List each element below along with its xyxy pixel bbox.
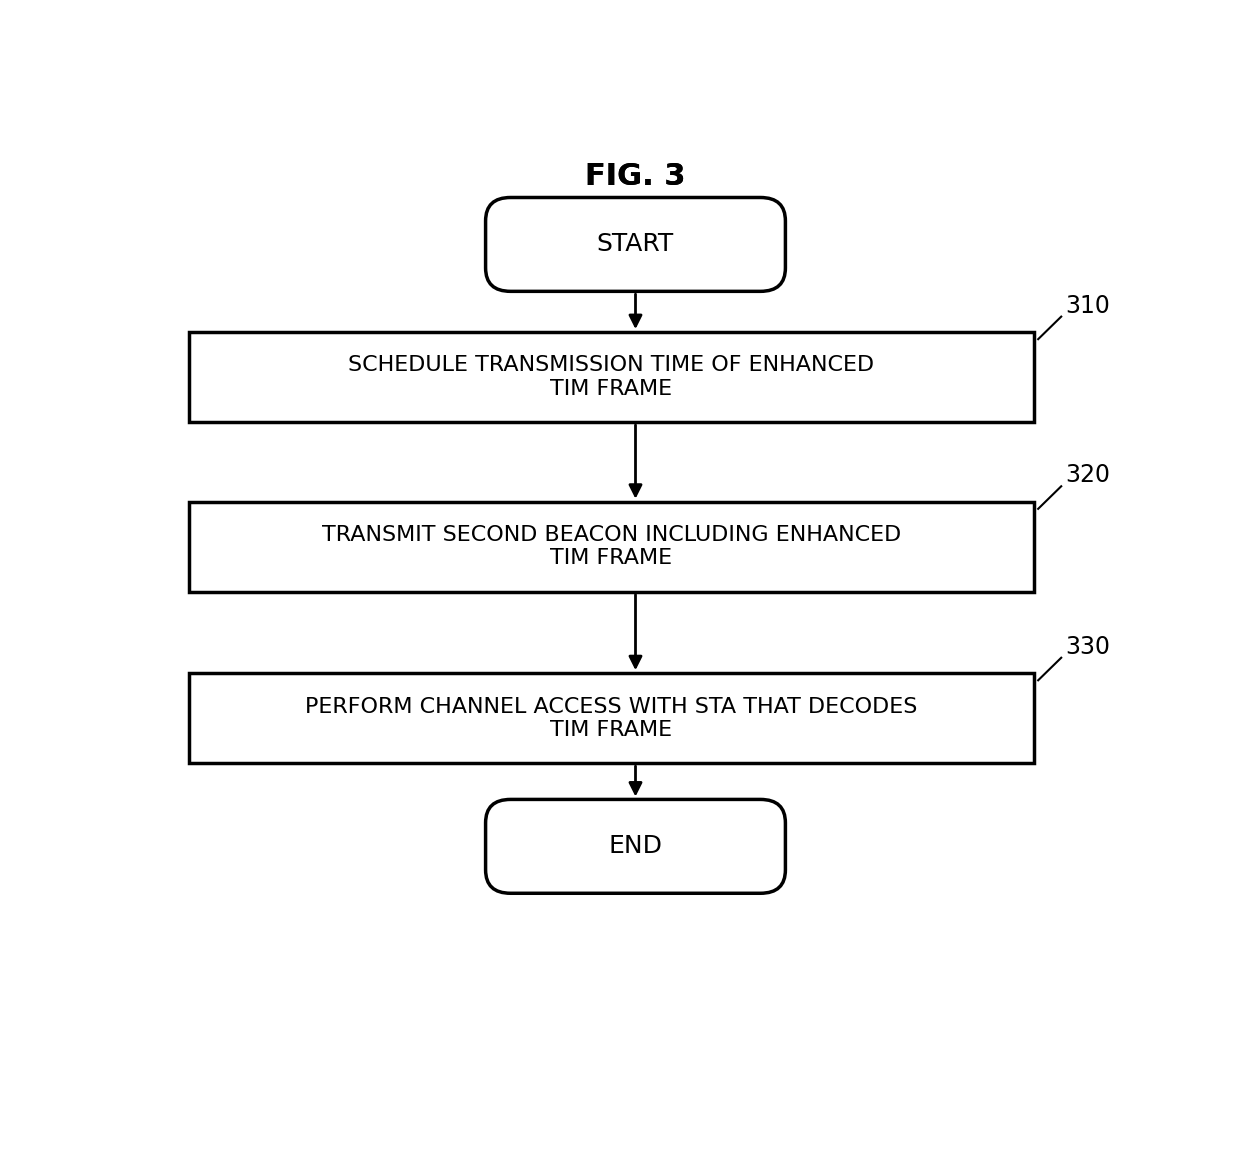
Bar [188, 673, 1034, 763]
Text: FIG. 3: FIG. 3 [585, 162, 686, 191]
Text: SCHEDULE TRANSMISSION TIME OF ENHANCED
TIM FRAME: SCHEDULE TRANSMISSION TIME OF ENHANCED T… [348, 355, 874, 398]
Text: 320: 320 [1065, 463, 1110, 488]
Bar [188, 332, 1034, 422]
Text: 310: 310 [1065, 293, 1110, 318]
Text: START: START [596, 232, 675, 257]
Text: PERFORM CHANNEL ACCESS WITH STA THAT DECODES
TIM FRAME: PERFORM CHANNEL ACCESS WITH STA THAT DEC… [305, 696, 918, 740]
Text: 330: 330 [1065, 635, 1110, 659]
Text: TRANSMIT SECOND BEACON INCLUDING ENHANCED
TIM FRAME: TRANSMIT SECOND BEACON INCLUDING ENHANCE… [322, 525, 901, 568]
Bar [188, 502, 1034, 592]
FancyBboxPatch shape [486, 198, 785, 292]
Text: FIG. 3: FIG. 3 [585, 162, 686, 191]
FancyBboxPatch shape [486, 799, 785, 893]
Text: END: END [609, 834, 662, 858]
